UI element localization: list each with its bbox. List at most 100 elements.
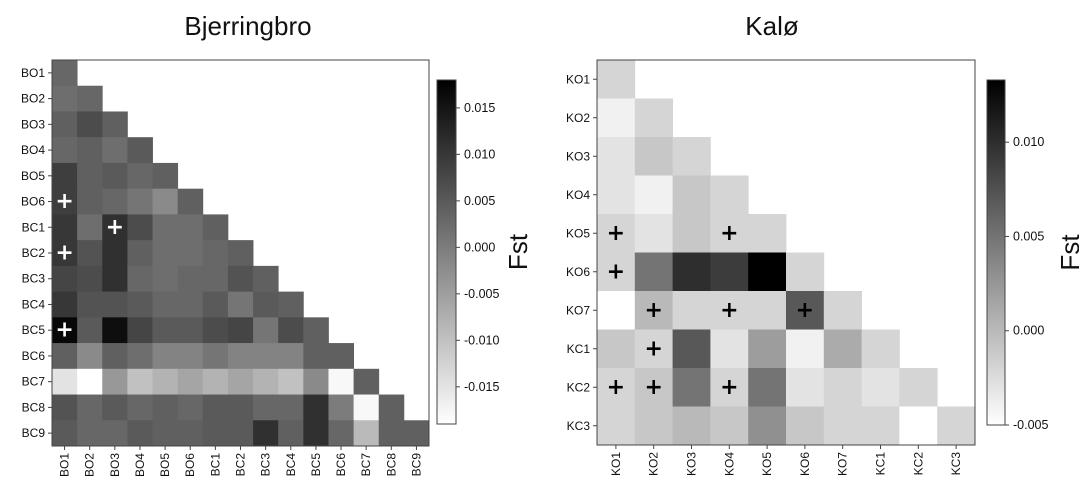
heatmap-cell bbox=[710, 252, 749, 292]
heatmap-cell bbox=[634, 175, 673, 215]
heatmap-cell bbox=[634, 406, 673, 446]
heatmap-cell bbox=[127, 137, 153, 164]
heatmap-cell bbox=[202, 291, 229, 318]
x-tick-label: BC4 bbox=[284, 453, 298, 477]
x-tick-label: BO5 bbox=[158, 453, 172, 477]
heatmap-cell bbox=[77, 420, 103, 447]
heatmap-cell bbox=[303, 343, 329, 370]
x-tick-label: KO7 bbox=[836, 452, 850, 476]
y-tick-label: BO1 bbox=[21, 66, 45, 80]
x-tick-label: BC1 bbox=[208, 453, 222, 477]
heatmap-cell bbox=[353, 368, 380, 395]
heatmap-cell bbox=[710, 214, 749, 253]
colorbar-tick-label: 0.005 bbox=[1013, 229, 1044, 243]
heatmap-cell bbox=[77, 85, 103, 112]
heatmap-cell bbox=[77, 188, 103, 215]
y-tick-label: KO1 bbox=[566, 72, 590, 86]
x-tick-label: KO6 bbox=[798, 452, 812, 476]
colorbar-tick-label: 0.010 bbox=[1013, 135, 1044, 149]
heatmap-cell bbox=[672, 137, 711, 176]
x-tick-label: KC3 bbox=[949, 452, 963, 476]
heatmap-cell bbox=[710, 368, 749, 407]
x-tick-label: BC6 bbox=[334, 453, 348, 477]
y-tick-label: KO6 bbox=[566, 265, 590, 279]
heatmap-cell bbox=[152, 214, 179, 241]
heatmap-cell bbox=[77, 111, 103, 138]
heatmap-cell bbox=[786, 368, 825, 407]
heatmap-cell bbox=[152, 368, 179, 395]
x-tick-label: BO3 bbox=[108, 453, 122, 477]
x-tick-label: BO4 bbox=[133, 453, 147, 477]
heatmap-cell bbox=[177, 214, 204, 241]
heatmap-cell bbox=[748, 252, 787, 292]
x-tick-label: BC9 bbox=[409, 453, 423, 477]
significance-marker: + bbox=[607, 259, 625, 284]
heatmap-cell bbox=[127, 214, 153, 241]
heatmap-cell bbox=[634, 368, 673, 407]
heatmap-cell bbox=[597, 60, 636, 99]
colorbar-tick-label: 0.015 bbox=[464, 101, 495, 115]
kalo-title: Kalø bbox=[745, 11, 799, 41]
heatmap-cell bbox=[127, 368, 153, 395]
colorbar-tick-label: 0.000 bbox=[1013, 324, 1044, 338]
significance-marker: + bbox=[607, 221, 625, 246]
heatmap-cell bbox=[52, 291, 78, 318]
significance-marker: + bbox=[55, 241, 73, 266]
heatmap-cell bbox=[177, 188, 204, 215]
y-tick-label: KO4 bbox=[566, 188, 590, 202]
y-tick-label: KO5 bbox=[566, 226, 590, 240]
x-tick-label: KC2 bbox=[911, 452, 925, 476]
heatmap-cell bbox=[672, 368, 711, 407]
heatmap-cell bbox=[52, 162, 78, 190]
heatmap-cell bbox=[152, 265, 179, 292]
heatmap-cell bbox=[278, 343, 304, 370]
heatmap-cell bbox=[278, 420, 304, 447]
heatmap-cell bbox=[52, 60, 78, 87]
y-tick-label: BC3 bbox=[22, 272, 46, 286]
heatmap-cell bbox=[748, 406, 787, 446]
heatmap-cell bbox=[253, 317, 279, 344]
heatmap-cell bbox=[77, 368, 103, 395]
heatmap-cell bbox=[748, 368, 787, 407]
heatmap-cell bbox=[177, 291, 204, 318]
heatmap-cell bbox=[597, 137, 636, 176]
heatmap-cell bbox=[899, 406, 938, 446]
colorbar-tick-label: 0.005 bbox=[464, 194, 495, 208]
heatmap-cell bbox=[378, 394, 405, 421]
heatmap-cell bbox=[52, 188, 78, 215]
heatmap-cell bbox=[303, 420, 329, 447]
heatmap-cell bbox=[77, 265, 103, 292]
heatmap-cell bbox=[127, 317, 153, 344]
heatmap-cell bbox=[202, 420, 229, 447]
heatmap-cell bbox=[152, 317, 179, 344]
heatmap-cell bbox=[202, 368, 229, 395]
colorbar bbox=[986, 79, 1006, 426]
y-tick-label: BC1 bbox=[22, 220, 46, 234]
heatmap-cell bbox=[52, 368, 78, 395]
heatmap-cell bbox=[77, 343, 103, 370]
heatmap-cell bbox=[77, 162, 103, 190]
y-tick-label: BC6 bbox=[22, 349, 46, 363]
heatmap-cell bbox=[102, 240, 128, 267]
heatmap-cell bbox=[152, 291, 179, 318]
heatmap-cell bbox=[823, 368, 862, 407]
x-tick-label: BO6 bbox=[183, 453, 197, 477]
colorbar-tick-label: -0.010 bbox=[464, 333, 499, 347]
heatmap-cell bbox=[303, 368, 329, 395]
heatmap-cell bbox=[303, 394, 329, 421]
heatmap-cell bbox=[672, 329, 711, 369]
y-tick-label: KC3 bbox=[567, 419, 591, 433]
heatmap-cell bbox=[152, 394, 179, 421]
heatmap-cell bbox=[127, 343, 153, 370]
x-tick-label: BC5 bbox=[309, 453, 323, 477]
heatmap-cell bbox=[353, 394, 380, 421]
heatmap-cell bbox=[52, 214, 78, 241]
x-tick-label: KO3 bbox=[685, 452, 699, 476]
significance-marker: + bbox=[106, 215, 124, 240]
heatmap-cell bbox=[52, 240, 78, 267]
heatmap-cell bbox=[634, 291, 673, 330]
significance-marker: + bbox=[607, 375, 625, 400]
heatmap-cell bbox=[202, 214, 229, 241]
y-tick-label: BO2 bbox=[21, 92, 45, 106]
heatmap-cell bbox=[253, 343, 279, 370]
